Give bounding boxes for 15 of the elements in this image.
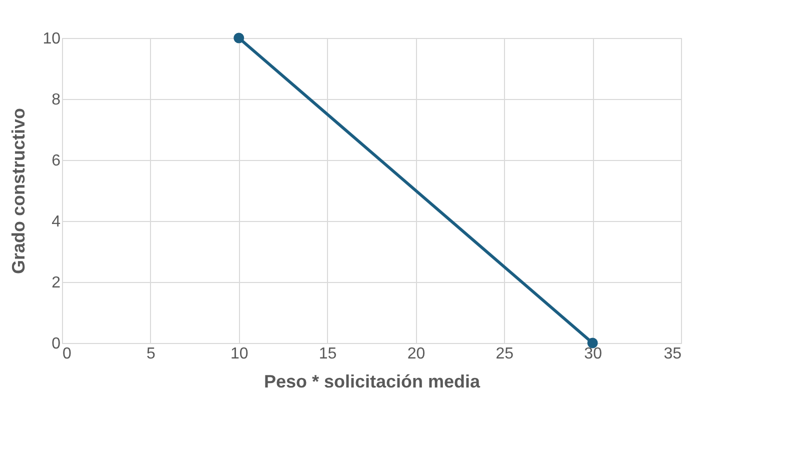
x-tick-label: 35 xyxy=(664,346,682,362)
y-tick-label: 4 xyxy=(52,214,61,230)
x-tick-label: 0 xyxy=(62,346,72,362)
x-tick-label: 30 xyxy=(584,346,602,362)
x-tick-label: 25 xyxy=(496,346,514,362)
y-axis-title: Grado constructivo xyxy=(8,108,29,274)
y-tick-label: 6 xyxy=(52,152,61,170)
x-tick-label: 20 xyxy=(407,346,426,362)
x-tick-label: 10 xyxy=(230,346,248,362)
x-tick-label: 15 xyxy=(318,346,337,362)
y-tick-label: 2 xyxy=(52,274,61,292)
y-tick-label: 8 xyxy=(52,92,61,108)
x-axis-title: Peso * solicitación media xyxy=(264,372,482,392)
x-tick-label: 5 xyxy=(146,346,156,362)
y-tick-label: 10 xyxy=(42,30,61,48)
